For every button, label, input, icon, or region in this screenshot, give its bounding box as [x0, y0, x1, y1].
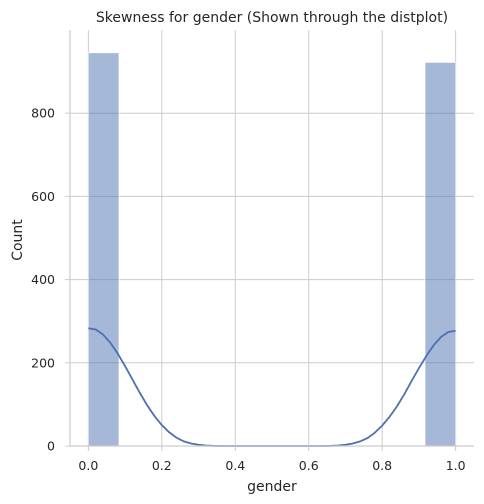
x-tick-label: 0.4 — [225, 458, 245, 473]
axes-spines — [70, 30, 474, 446]
grid-lines — [70, 30, 474, 446]
x-tick-label: 0.8 — [372, 458, 392, 473]
x-axis-ticks: 0.0 0.2 0.4 0.6 0.8 1.0 — [78, 446, 465, 473]
chart-title: Skewness for gender (Shown through the d… — [96, 10, 448, 26]
y-tick-label: 400 — [31, 272, 55, 287]
y-tick-label: 0 — [47, 439, 55, 454]
x-tick-label: 0.2 — [152, 458, 172, 473]
x-tick-label: 1.0 — [446, 458, 466, 473]
y-axis-label: Count — [10, 219, 26, 261]
kde-curve-layer — [88, 328, 455, 446]
histogram-bar — [88, 53, 119, 446]
x-tick-label: 0.0 — [78, 458, 98, 473]
histogram-bar — [425, 62, 456, 446]
histogram-bars — [88, 53, 455, 446]
y-tick-label: 600 — [31, 189, 55, 204]
x-axis-label: gender — [247, 479, 297, 495]
y-tick-label: 800 — [31, 106, 55, 121]
x-tick-label: 0.6 — [299, 458, 319, 473]
kde-curve — [88, 328, 455, 446]
y-tick-label: 200 — [31, 355, 55, 370]
y-axis-ticks: 0 200 400 600 800 — [31, 106, 70, 454]
